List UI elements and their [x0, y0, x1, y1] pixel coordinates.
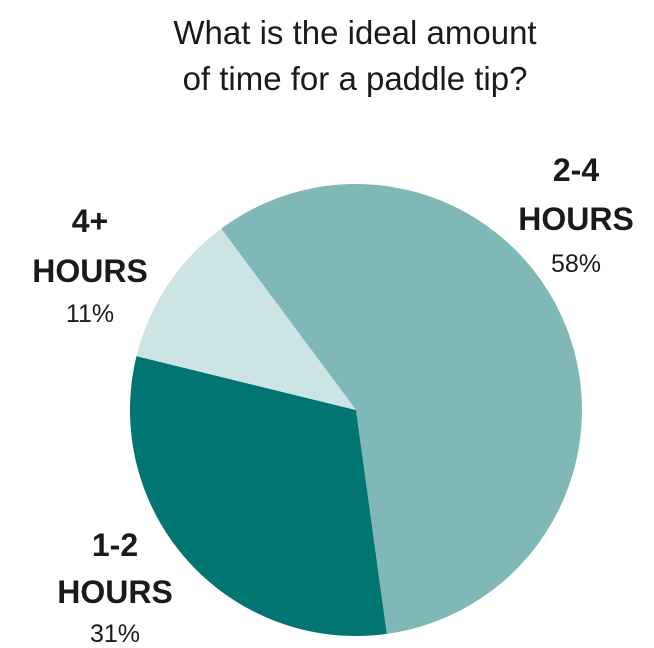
- slice-label-4-plus-hours-line-2: HOURS: [32, 253, 148, 289]
- chart-title: What is the ideal amount of time for a p…: [173, 14, 536, 97]
- slice-label-4-plus-hours: 4+ HOURS 11%: [32, 203, 148, 328]
- slice-label-1-2-hours-line-1: 1-2: [92, 527, 138, 563]
- slice-label-4-plus-hours-line-1: 4+: [72, 203, 108, 239]
- chart-title-line-2: of time for a paddle tip?: [183, 60, 528, 97]
- slice-label-2-4-hours-line-1: 2-4: [553, 152, 599, 188]
- slice-value-1-2-hours: 31%: [90, 620, 140, 648]
- slice-label-1-2-hours-line-2: HOURS: [57, 574, 173, 610]
- slice-label-1-2-hours: 1-2 HOURS 31%: [57, 527, 173, 648]
- slice-value-4-plus-hours: 11%: [66, 300, 114, 328]
- slice-value-2-4-hours: 58%: [551, 250, 601, 278]
- slice-label-2-4-hours-line-2: HOURS: [518, 201, 634, 237]
- slice-label-2-4-hours: 2-4 HOURS 58%: [518, 152, 634, 278]
- pie-slices: [130, 184, 582, 636]
- chart-title-line-1: What is the ideal amount: [173, 14, 536, 51]
